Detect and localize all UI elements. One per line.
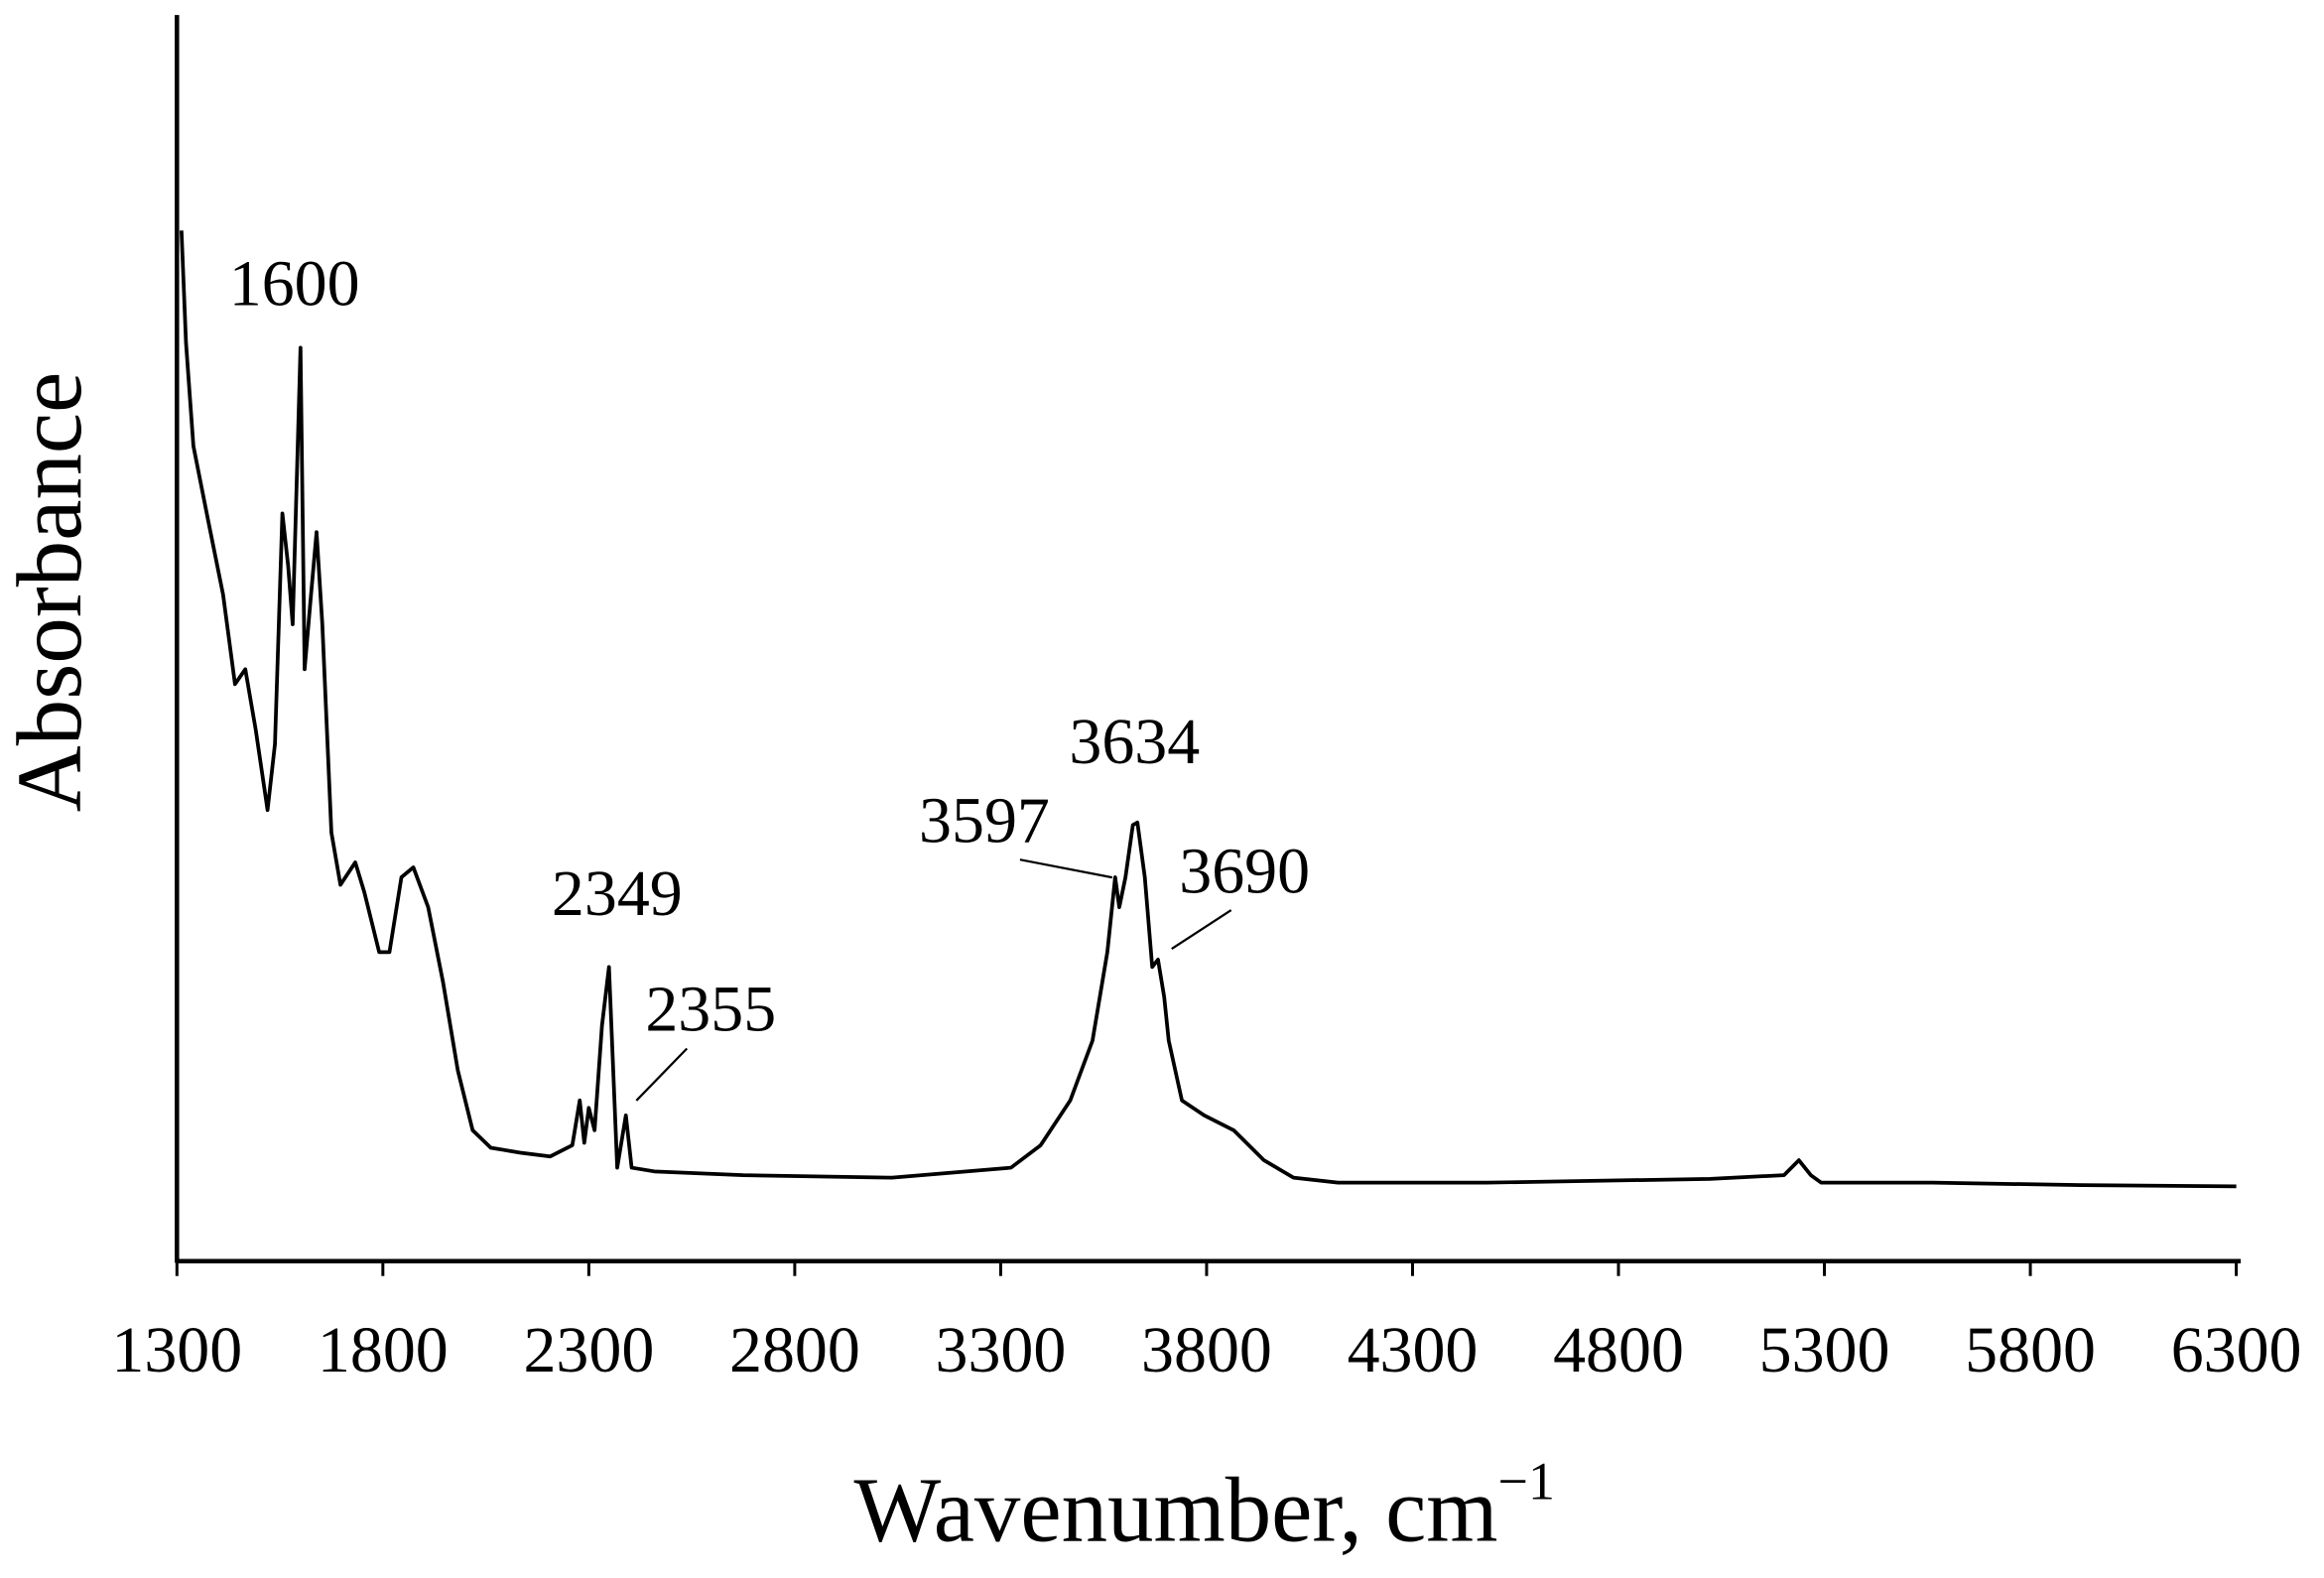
peak-annotation: 3597	[919, 784, 1050, 856]
x-tick-label: 2300	[523, 1314, 654, 1386]
annotation-leader	[635, 1047, 689, 1102]
spectrum-line	[180, 230, 2237, 1189]
x-tick-label: 1800	[318, 1314, 449, 1386]
peak-annotation: 3634	[1069, 706, 1200, 778]
x-axis-title-superscript: −1	[1498, 1452, 1555, 1512]
x-tick-label: 2800	[729, 1314, 860, 1386]
x-tick-label: 4800	[1553, 1314, 1684, 1386]
annotation-leader	[1171, 909, 1232, 951]
x-tick-label: 3300	[936, 1314, 1067, 1386]
peak-annotation: 3690	[1179, 835, 1310, 907]
peak-annotation: 2349	[552, 857, 683, 930]
x-tick-label: 1300	[111, 1314, 242, 1386]
x-tick-label: 6300	[2171, 1314, 2302, 1386]
peak-annotation: 2355	[645, 974, 776, 1046]
peak-annotation: 1600	[229, 247, 360, 320]
y-axis-title: Absorbance	[0, 372, 101, 813]
x-axis-title-text: Wavenumber, cm	[853, 1460, 1497, 1562]
x-tick-label: 4300	[1348, 1314, 1479, 1386]
x-tick-label: 5800	[1965, 1314, 2096, 1386]
x-axis-title: Wavenumber, cm−1	[853, 1452, 1554, 1562]
annotation-leader	[1019, 858, 1113, 879]
x-tick-label: 5300	[1759, 1314, 1890, 1386]
x-tick-label: 3800	[1141, 1314, 1272, 1386]
